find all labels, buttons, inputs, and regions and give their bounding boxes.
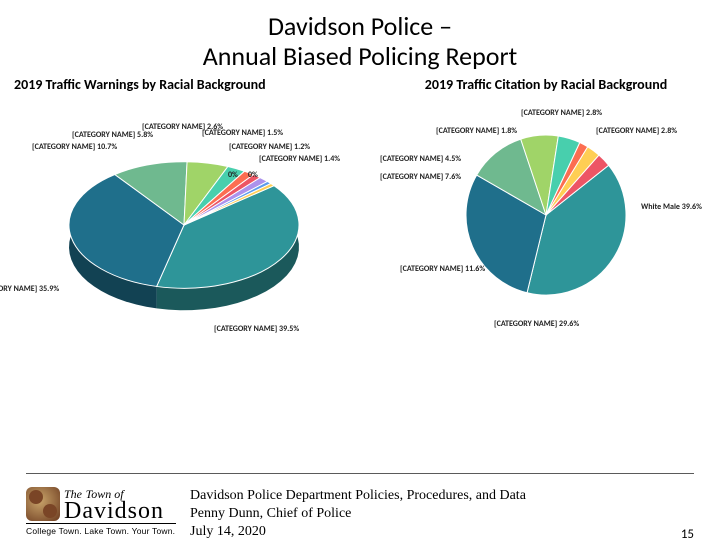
- pie-slice-label: [CATEGORY NAME] 4.5%: [380, 155, 461, 164]
- logo-words: The Town of Davidson: [64, 487, 164, 521]
- pie-slice-label: [CATEGORY NAME] 1.5%: [202, 129, 283, 138]
- logo-tagline: College Town. Lake Town. Your Town.: [26, 523, 176, 536]
- pie-slice-label: [CATEGORY NAME] 2.8%: [521, 109, 602, 118]
- footer-line-2: Penny Dunn, Chief of Police: [190, 506, 351, 521]
- pie-slice-label: [CATEGORY NAME] 35.9%: [0, 285, 59, 294]
- pie-slice-label: [CATEGORY NAME] 39.5%: [214, 325, 299, 334]
- footer-text: Davidson Police Department Policies, Pro…: [190, 487, 667, 542]
- footer-rule: [26, 473, 694, 474]
- title-line-1: Davidson Police –: [268, 10, 452, 42]
- left-chart-subtitle: 2019 Traffic Warnings by Racial Backgrou…: [14, 76, 374, 93]
- page-title: Davidson Police – Annual Biased Policing…: [0, 12, 720, 72]
- logo-medallion-icon: [26, 487, 60, 521]
- footer-line-3: July 14, 2020: [190, 524, 266, 539]
- pie-slice-label: [CATEGORY NAME] 7.6%: [380, 173, 461, 182]
- footer-line-1: Davidson Police Department Policies, Pro…: [190, 488, 526, 503]
- right-chart-subtitle: 2019 Traffic Citation by Racial Backgrou…: [386, 76, 706, 93]
- title-line-2: Annual Biased Policing Report: [203, 40, 518, 72]
- pie-slice-label: White Male 39.6%: [641, 203, 702, 212]
- pie-slice-label: [CATEGORY NAME] 1.2%: [229, 143, 310, 152]
- davidson-logo: The Town of Davidson College Town. Lake …: [26, 487, 176, 542]
- pie-slice-label: [CATEGORY NAME] 5.8%: [72, 131, 153, 140]
- footer: The Town of Davidson College Town. Lake …: [0, 487, 720, 542]
- pie-slice-label: 0%: [228, 171, 238, 180]
- left-pie-host: [CATEGORY NAME] 39.5%[CATEGORY NAME] 35.…: [14, 95, 374, 355]
- right-pie-host: White Male 39.6% [CATEGORY NAME] 29.6% [CA…: [386, 95, 706, 345]
- pie-slice-label: [CATEGORY NAME] 1.4%: [259, 155, 340, 164]
- pie-slice-label: [CATEGORY NAME] 1.8%: [436, 127, 517, 136]
- pie-slice-label: [CATEGORY NAME] 11.6%: [400, 265, 485, 274]
- charts-row: 2019 Traffic Warnings by Racial Backgrou…: [0, 76, 720, 355]
- pie-slice-label: 0%: [248, 171, 258, 180]
- right-chart-block: 2019 Traffic Citation by Racial Backgrou…: [386, 76, 706, 355]
- pie-svg: [14, 95, 374, 355]
- left-chart-block: 2019 Traffic Warnings by Racial Backgrou…: [14, 76, 374, 355]
- pie-slice-label: [CATEGORY NAME] 29.6%: [494, 320, 579, 329]
- pie-slice-label: [CATEGORY NAME] 10.7%: [32, 143, 117, 152]
- logo-name: Davidson: [64, 501, 164, 521]
- pie-slice-label: [CATEGORY NAME] 2.8%: [596, 127, 677, 136]
